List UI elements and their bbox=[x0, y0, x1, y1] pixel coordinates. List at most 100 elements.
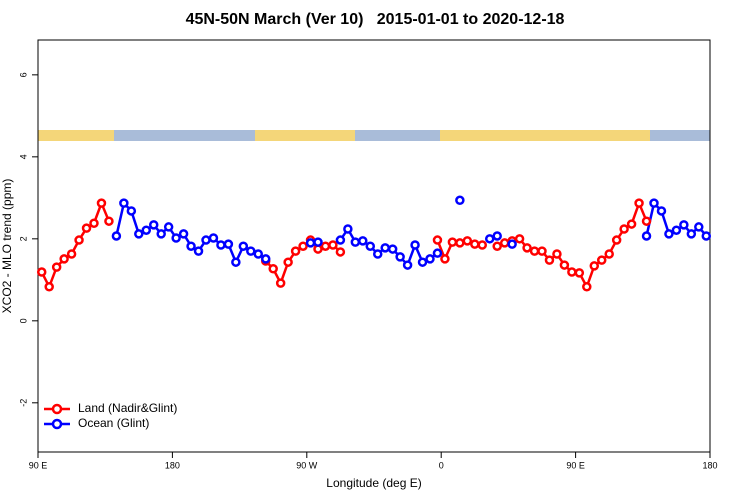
data-point bbox=[589, 261, 600, 271]
data-point bbox=[462, 236, 473, 246]
data-point bbox=[44, 282, 54, 292]
ocean-band bbox=[38, 130, 710, 141]
data-point bbox=[507, 239, 517, 249]
data-point bbox=[484, 234, 495, 244]
data-point bbox=[596, 255, 607, 265]
data-point bbox=[402, 260, 413, 270]
data-point bbox=[514, 234, 525, 244]
land-band bbox=[38, 130, 114, 141]
x-tick-label: 90 W bbox=[296, 460, 318, 470]
data-point bbox=[74, 235, 84, 245]
data-point bbox=[395, 252, 405, 262]
data-point bbox=[537, 246, 547, 256]
data-point bbox=[634, 198, 644, 208]
data-point bbox=[231, 257, 241, 267]
data-point bbox=[358, 236, 368, 246]
y-tick-label: 4 bbox=[18, 154, 28, 159]
data-point bbox=[171, 233, 181, 243]
y-tick-label: -2 bbox=[18, 399, 28, 407]
y-tick-label: 6 bbox=[18, 72, 28, 77]
data-point bbox=[582, 282, 592, 292]
data-point bbox=[492, 231, 502, 241]
data-point bbox=[163, 222, 174, 232]
data-point bbox=[89, 218, 99, 228]
data-point bbox=[410, 240, 420, 250]
data-point bbox=[387, 244, 398, 254]
data-point bbox=[522, 243, 532, 253]
data-point bbox=[656, 206, 667, 216]
legend-label: Ocean (Glint) bbox=[78, 416, 149, 430]
data-point bbox=[201, 235, 211, 245]
chart-title: 45N-50N March (Ver 10) 2015-01-01 to 202… bbox=[186, 11, 565, 28]
data-point bbox=[313, 237, 323, 247]
data-point bbox=[104, 216, 114, 226]
x-tick-label: 180 bbox=[702, 460, 717, 470]
data-point bbox=[260, 254, 271, 264]
data-point bbox=[529, 246, 540, 256]
data-point bbox=[701, 231, 712, 241]
data-point bbox=[290, 246, 301, 256]
data-point bbox=[470, 239, 480, 249]
legend-marker bbox=[51, 418, 63, 430]
data-point bbox=[178, 229, 189, 239]
data-point bbox=[126, 206, 137, 216]
data-point bbox=[275, 278, 286, 288]
data-point bbox=[552, 249, 562, 259]
data-point bbox=[544, 255, 555, 265]
data-point bbox=[372, 249, 383, 259]
y-axis-label: XCO2 - MLO trend (ppm) bbox=[0, 179, 14, 314]
data-point bbox=[641, 216, 652, 226]
x-tick-label: 90 E bbox=[29, 460, 48, 470]
data-point bbox=[432, 248, 443, 258]
legend-marker bbox=[51, 403, 63, 415]
data-point bbox=[671, 225, 682, 235]
data-point bbox=[36, 267, 47, 277]
y-tick-label: 2 bbox=[18, 236, 28, 241]
data-point bbox=[51, 262, 62, 272]
data-point bbox=[283, 257, 293, 267]
data-point bbox=[66, 249, 77, 259]
x-axis-label: Longitude (deg E) bbox=[326, 476, 421, 490]
data-point bbox=[641, 231, 652, 241]
data-point bbox=[567, 267, 577, 277]
data-point bbox=[350, 237, 361, 247]
land-band bbox=[440, 130, 650, 141]
data-point bbox=[328, 240, 338, 250]
land-ocean-strip bbox=[38, 130, 710, 141]
data-point bbox=[223, 239, 234, 249]
data-point bbox=[619, 224, 629, 234]
data-point bbox=[253, 249, 264, 259]
data-point bbox=[432, 235, 443, 245]
data-point bbox=[611, 235, 622, 245]
data-point bbox=[455, 195, 465, 206]
data-point bbox=[447, 237, 458, 247]
series-line bbox=[115, 200, 708, 268]
data-point bbox=[343, 224, 353, 234]
data-point bbox=[134, 229, 144, 239]
data-point bbox=[664, 229, 674, 239]
legend-label: Land (Nadir&Glint) bbox=[78, 401, 177, 415]
data-point bbox=[477, 240, 488, 250]
data-point bbox=[298, 241, 308, 251]
data-point bbox=[380, 243, 390, 253]
data-point bbox=[59, 254, 69, 264]
data-point bbox=[305, 238, 316, 248]
data-point bbox=[425, 254, 435, 264]
data-point bbox=[649, 198, 659, 208]
x-tick-label: 90 E bbox=[566, 460, 585, 470]
data-point bbox=[626, 219, 637, 229]
data-point bbox=[417, 257, 428, 267]
data-point bbox=[440, 254, 450, 264]
data-point bbox=[119, 198, 129, 208]
data-point bbox=[216, 240, 226, 250]
data-point bbox=[208, 233, 219, 243]
data-point bbox=[238, 241, 249, 251]
land-band bbox=[255, 130, 355, 141]
data-point bbox=[335, 247, 346, 257]
data-point bbox=[455, 238, 465, 248]
data-point bbox=[320, 241, 331, 251]
data-point bbox=[499, 238, 510, 248]
data-point bbox=[365, 241, 376, 251]
data-point bbox=[246, 246, 256, 256]
